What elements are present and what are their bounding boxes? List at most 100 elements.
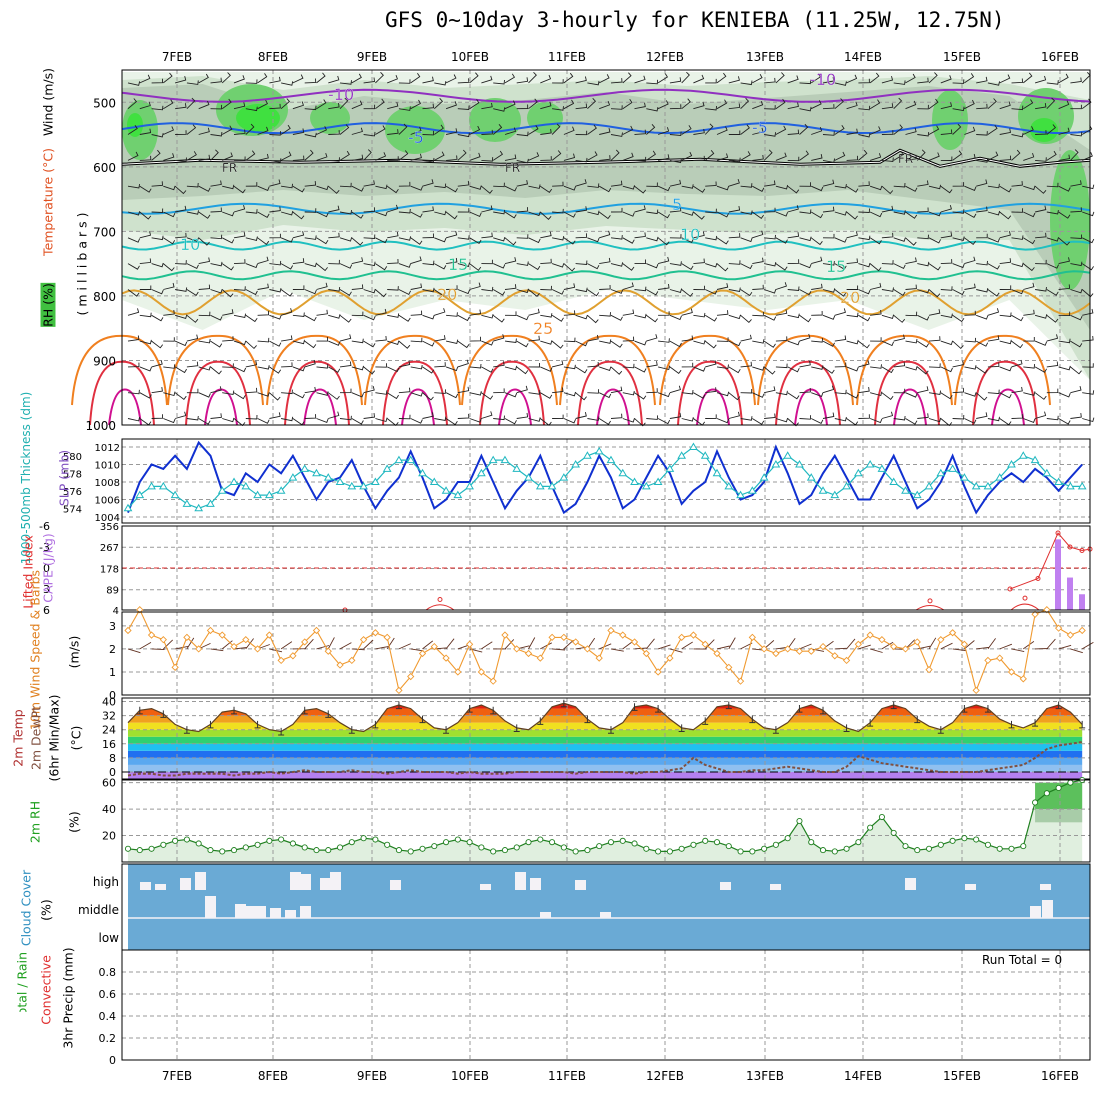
tick-label: 0 xyxy=(109,689,116,702)
wind-speed-point xyxy=(348,656,356,665)
slp-line xyxy=(127,440,1083,515)
panel-frame xyxy=(121,525,1091,611)
rh-point xyxy=(148,845,155,852)
isotherm-20 xyxy=(121,289,1091,316)
wind-speed-point xyxy=(713,649,721,658)
tick-label: 267 xyxy=(100,543,119,554)
thickness-point xyxy=(618,468,628,477)
thickness-point xyxy=(535,481,545,490)
tick-label: 1 xyxy=(109,666,116,679)
cloud-high-bar xyxy=(575,880,586,890)
rh-point xyxy=(796,817,803,825)
wind-speed-point xyxy=(642,649,650,658)
wind-speed-line xyxy=(127,608,1083,693)
wind-speed-point xyxy=(560,633,568,641)
thickness-point xyxy=(818,486,828,494)
wind-speed-point xyxy=(925,666,933,674)
rh-band-70 xyxy=(122,84,1090,330)
cloud-mid-bar xyxy=(205,896,216,918)
contour-label: 10 xyxy=(680,225,700,244)
thickness-point xyxy=(335,477,345,485)
wind-speed-point xyxy=(1043,606,1051,614)
wind-speed-point xyxy=(301,638,309,646)
cloud-mid-bar xyxy=(540,912,551,918)
tick-label: 1008 xyxy=(95,478,120,489)
tick-label: 0 xyxy=(43,562,50,575)
rh-point xyxy=(160,841,167,848)
isotherm-15 xyxy=(121,270,1091,281)
rh-point xyxy=(490,848,497,855)
thickness-point xyxy=(960,473,969,481)
thickness-point xyxy=(477,468,486,477)
dewpoint-line xyxy=(127,741,1083,777)
thickness-point xyxy=(983,481,993,490)
date-label-top: 7FEB xyxy=(162,50,192,64)
cloud-high-bar xyxy=(390,880,401,890)
rh-point xyxy=(725,843,732,850)
contour-label: FR xyxy=(505,161,520,175)
rh-point xyxy=(925,845,933,852)
wind-speed-point xyxy=(395,686,403,695)
thickness-point xyxy=(1007,460,1016,468)
rh-point xyxy=(560,844,567,851)
li-point xyxy=(1022,595,1028,601)
thickness-point xyxy=(347,481,357,490)
li-point xyxy=(1055,530,1061,536)
wind-speed-point xyxy=(960,640,969,648)
tick-label: 32 xyxy=(102,710,116,723)
wind-speed-point xyxy=(124,626,132,635)
wind-speed-point xyxy=(630,638,639,646)
wind-speed-point xyxy=(842,656,851,665)
cloud-mid-bar xyxy=(285,910,296,918)
label-3hr-precip: 3hr Precip (mm) xyxy=(60,947,76,1049)
wind-speed-point xyxy=(572,638,580,646)
label-cloud-cover: Cloud Cover xyxy=(18,869,34,947)
temp-color-band xyxy=(128,757,1083,765)
temp-color-band xyxy=(128,743,1083,751)
tick-label: 0.4 xyxy=(99,1010,117,1023)
rh-point xyxy=(996,845,1003,852)
wind-speed-point xyxy=(159,636,167,644)
thickness-point xyxy=(901,486,910,494)
wind-speed-point xyxy=(265,631,273,639)
cloud-high-bar xyxy=(180,878,191,890)
contour-label: FR xyxy=(222,161,237,175)
date-label-top: 15FEB xyxy=(943,50,981,64)
wind-speed-point xyxy=(136,606,144,614)
cloud-high-bar xyxy=(195,872,206,890)
wind-speed-point xyxy=(277,656,285,665)
li-line xyxy=(425,604,455,611)
temp-color-band xyxy=(128,736,1083,744)
wind-speed-point xyxy=(501,631,509,639)
rh-point xyxy=(1055,784,1062,791)
wind-speed-point xyxy=(171,663,179,671)
wind-speed-point xyxy=(913,638,921,646)
wind-speed-point xyxy=(1019,675,1027,683)
tick-label: 0 xyxy=(109,1054,116,1067)
tick-label: 1012 xyxy=(95,443,120,454)
wind-speed-point xyxy=(890,642,898,651)
date-label-top: 16FEB xyxy=(1041,50,1079,64)
rh-point xyxy=(266,837,273,844)
rh-mid-band xyxy=(1035,809,1083,823)
thickness-point xyxy=(948,464,957,472)
rh-point xyxy=(254,841,261,848)
wind-speed-point xyxy=(195,645,203,653)
contour-label: 20 xyxy=(840,288,860,307)
thickness-point xyxy=(359,481,368,490)
temp-color-band xyxy=(128,729,1083,737)
cloud-high-bar xyxy=(300,874,311,890)
chart-title: GFS 0~10day 3-hourly for KENIEBA (11.25W… xyxy=(385,8,1005,32)
wind-barbs-upper xyxy=(127,71,1095,427)
label-total-rain: Total / Rain xyxy=(14,952,30,1012)
cloud-high-bar xyxy=(155,884,166,890)
tick-label: 8 xyxy=(109,752,116,765)
wind-speed-point xyxy=(206,626,215,635)
wind-speed-point xyxy=(183,633,191,641)
rh-point xyxy=(831,848,838,855)
wind-speed-point xyxy=(878,636,886,644)
tick-label: 0.2 xyxy=(99,1032,117,1045)
thickness-point xyxy=(971,481,981,490)
thickness-point xyxy=(712,468,722,477)
tick-label: 2 xyxy=(109,643,116,656)
